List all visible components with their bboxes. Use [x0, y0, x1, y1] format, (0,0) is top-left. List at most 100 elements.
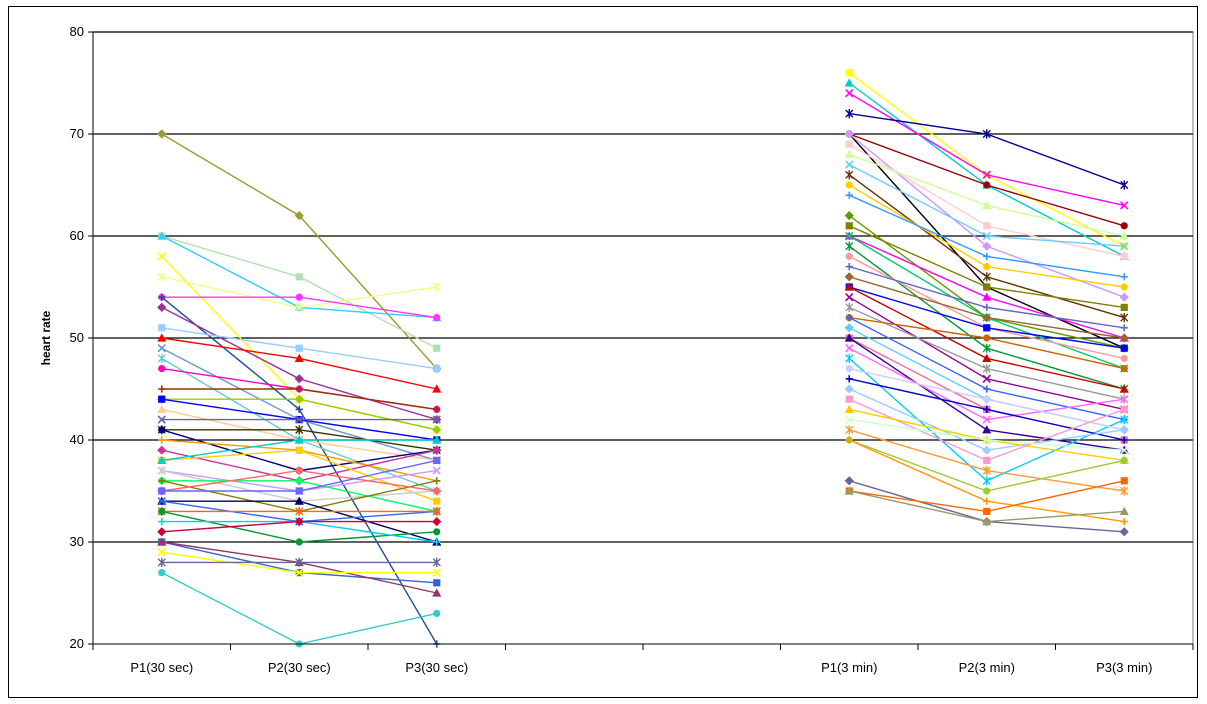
data-point: [1120, 415, 1129, 425]
data-point: [982, 445, 992, 455]
series-1-9: [158, 324, 441, 373]
y-tick-label-20: 20: [70, 636, 84, 651]
data-point: [983, 283, 991, 291]
data-point: [157, 129, 167, 139]
series-1-18: [157, 415, 441, 424]
data-point: [1119, 384, 1129, 393]
y-tick-label-50: 50: [70, 330, 84, 345]
data-point: [157, 404, 167, 413]
data-point: [845, 252, 853, 260]
series-2-13: [845, 191, 1128, 281]
data-point: [982, 343, 991, 353]
data-point: [983, 303, 991, 311]
axes: [88, 31, 1194, 650]
data-point: [295, 506, 304, 516]
data-point: [1120, 242, 1129, 251]
data-point: [983, 456, 991, 464]
series-1-14: [158, 385, 441, 413]
data-point: [433, 314, 441, 322]
data-point: [432, 466, 441, 475]
data-point: [432, 384, 442, 393]
y-tick-label-80: 80: [70, 24, 84, 39]
data-point: [845, 436, 853, 444]
data-point: [1120, 446, 1129, 455]
data-point: [983, 497, 991, 505]
x-tick-label: P3(30 sec): [405, 660, 468, 675]
series-1-30: [158, 456, 441, 495]
data-point: [158, 426, 166, 434]
data-point: [432, 445, 442, 455]
y-tick-label-30: 30: [70, 534, 84, 549]
data-point: [157, 557, 166, 567]
data-point: [845, 263, 853, 271]
data-point: [983, 252, 991, 260]
data-point: [983, 334, 991, 342]
data-point: [844, 211, 854, 221]
data-point: [158, 436, 166, 444]
data-point: [158, 477, 166, 485]
data-point: [844, 282, 854, 291]
series-2-15: [845, 222, 1128, 311]
data-point: [157, 302, 167, 312]
data-point: [1120, 222, 1128, 230]
data-point: [432, 588, 442, 597]
data-point: [1119, 506, 1129, 515]
data-point: [158, 518, 166, 526]
series-2-40: [845, 436, 1128, 495]
series-2-4: [845, 109, 1129, 190]
data-point: [982, 231, 991, 241]
data-point: [294, 353, 304, 362]
data-point: [157, 527, 167, 537]
data-point: [845, 375, 853, 383]
data-point: [294, 394, 304, 404]
data-point: [845, 89, 854, 98]
data-point: [1120, 486, 1129, 496]
series-2-32: [845, 353, 1129, 486]
data-point: [295, 385, 303, 393]
data-point: [432, 568, 441, 577]
data-point: [845, 109, 854, 119]
series-lines: [157, 69, 1129, 648]
data-point: [157, 333, 167, 342]
series-2-35: [844, 384, 1129, 455]
data-point: [433, 497, 441, 505]
data-point: [982, 476, 991, 486]
data-point: [845, 395, 853, 403]
data-point: [982, 170, 991, 179]
data-point: [1120, 405, 1128, 413]
data-point: [983, 181, 991, 189]
series-2-20: [845, 263, 1128, 332]
data-point: [157, 272, 166, 282]
data-point: [845, 425, 854, 435]
data-point: [433, 477, 441, 485]
data-point: [294, 496, 304, 505]
data-point: [433, 365, 441, 373]
data-point: [158, 395, 166, 403]
series-2-12: [845, 181, 1128, 291]
x-tick-label: P2(30 sec): [268, 660, 331, 675]
data-point: [294, 374, 304, 384]
data-point: [1120, 324, 1128, 332]
data-point: [845, 241, 854, 251]
data-point: [1120, 365, 1128, 373]
data-point: [983, 395, 991, 403]
data-point: [982, 466, 991, 476]
y-axis-label: heart rate: [39, 310, 53, 365]
data-point: [845, 314, 853, 322]
x-tick-label: P3(3 min): [1096, 660, 1152, 675]
data-point: [158, 293, 166, 301]
gridlines: [92, 31, 1194, 645]
data-point: [157, 497, 166, 506]
x-tick-label: P1(30 sec): [130, 660, 193, 675]
data-point: [433, 609, 441, 618]
data-point: [432, 506, 441, 516]
data-point: [158, 385, 166, 393]
data-point: [982, 200, 992, 209]
data-point: [433, 344, 441, 352]
data-point: [845, 231, 854, 241]
data-point: [844, 404, 854, 413]
data-point: [1120, 518, 1128, 526]
series-2-9: [844, 149, 1129, 240]
data-point: [845, 181, 853, 189]
